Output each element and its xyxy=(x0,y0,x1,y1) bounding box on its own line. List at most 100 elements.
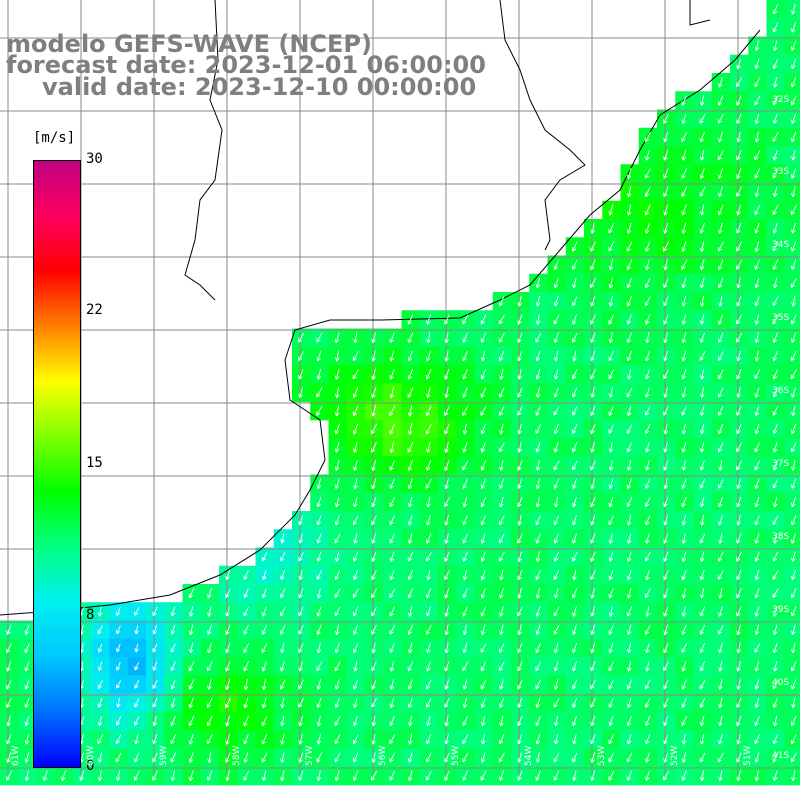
wind-arrow xyxy=(572,314,578,325)
wind-arrow xyxy=(736,131,741,143)
wind-arrow xyxy=(553,350,559,362)
wind-arrow xyxy=(772,332,778,343)
wind-arrow xyxy=(681,241,687,252)
wind-arrow xyxy=(462,332,468,343)
wind-arrow xyxy=(626,167,632,179)
wind-arrow xyxy=(791,222,796,234)
wind-arrow xyxy=(699,222,705,234)
wind-arrow xyxy=(717,277,724,289)
wind-cell xyxy=(784,219,800,238)
wind-arrow xyxy=(663,149,669,161)
wind-arrow xyxy=(681,204,687,216)
wind-arrow xyxy=(535,350,541,362)
wind-arrow xyxy=(681,332,687,344)
colorbar-tick-8: 8 xyxy=(86,607,95,623)
lat-label-37s: 37S xyxy=(772,459,790,469)
wind-arrow xyxy=(572,350,577,362)
wind-arrow xyxy=(717,241,724,252)
wind-arrow xyxy=(626,241,633,252)
wind-arrow xyxy=(663,222,669,234)
wind-arrow xyxy=(681,168,688,179)
wind-arrow xyxy=(590,277,597,288)
wind-arrow xyxy=(590,241,596,252)
wind-arrow xyxy=(389,332,395,343)
wind-arrow xyxy=(626,332,632,343)
wind-arrow xyxy=(791,58,797,70)
wind-arrow xyxy=(681,295,687,307)
wind-arrow xyxy=(590,314,596,325)
wind-arrow xyxy=(717,113,724,124)
wind-arrow xyxy=(298,350,305,361)
wind-cell xyxy=(784,383,800,403)
wind-arrow xyxy=(553,332,559,343)
wind-arrow xyxy=(663,296,669,307)
wind-arrow xyxy=(790,131,797,143)
wind-arrow xyxy=(608,332,614,344)
wind-arrow xyxy=(736,113,742,124)
wind-arrow xyxy=(718,314,724,325)
wind-arrow xyxy=(499,350,505,361)
wind-arrow xyxy=(699,332,705,343)
wind-arrow xyxy=(717,259,724,270)
wind-arrow xyxy=(644,168,651,179)
wind-arrow xyxy=(736,277,741,289)
wind-arrow xyxy=(352,350,359,361)
wind-cell xyxy=(784,127,800,147)
wind-arrow xyxy=(681,314,687,325)
lon-label-57w: 57W xyxy=(305,745,315,766)
wind-arrow xyxy=(480,332,487,343)
wind-cell xyxy=(784,0,800,19)
wind-arrow xyxy=(681,222,687,234)
wind-arrow xyxy=(736,223,742,234)
wind-arrow xyxy=(644,296,651,307)
colorbar xyxy=(33,160,81,768)
wind-arrow xyxy=(535,332,542,343)
lon-label-56w: 56W xyxy=(378,745,388,766)
wind-cell xyxy=(784,456,800,476)
wind-arrow xyxy=(426,332,431,344)
wind-arrow xyxy=(626,222,632,234)
wind-arrow xyxy=(444,332,450,344)
wind-arrow xyxy=(517,332,523,343)
wind-arrow xyxy=(626,277,633,289)
wind-arrow xyxy=(754,58,760,70)
wind-cell xyxy=(784,255,800,275)
wind-arrow xyxy=(480,314,487,325)
wind-arrow xyxy=(754,350,760,362)
wind-cell xyxy=(784,620,800,640)
wind-arrow xyxy=(571,296,578,307)
wind-arrow xyxy=(663,314,669,325)
wind-arrow xyxy=(517,314,523,325)
wind-arrow xyxy=(718,186,723,198)
wind-cell xyxy=(784,675,800,695)
coastline-path xyxy=(0,29,761,616)
wind-cell xyxy=(784,73,800,92)
wind-arrow xyxy=(772,241,779,252)
wind-arrow xyxy=(736,350,741,362)
wind-arrow xyxy=(553,277,559,289)
wind-arrow xyxy=(699,259,705,271)
wind-arrow xyxy=(717,95,724,106)
wind-arrow xyxy=(699,314,705,325)
lat-label-36s: 36S xyxy=(772,386,790,396)
wind-arrow xyxy=(626,350,633,362)
wind-arrow xyxy=(718,76,723,88)
wind-arrow xyxy=(608,204,614,216)
wind-arrow xyxy=(480,350,486,362)
wind-arrow xyxy=(772,296,779,307)
wind-arrow xyxy=(608,350,614,361)
wind-arrow xyxy=(553,296,559,307)
wind-arrow xyxy=(754,222,760,234)
wind-arrow xyxy=(772,314,779,325)
wind-arrow xyxy=(663,259,668,271)
wind-arrow xyxy=(626,314,632,325)
wind-arrow xyxy=(718,295,723,307)
wind-arrow xyxy=(791,3,796,15)
wind-arrow xyxy=(790,77,797,88)
wind-arrow xyxy=(644,204,651,216)
wind-arrow xyxy=(681,149,687,161)
coastline xyxy=(0,0,761,616)
wind-arrow xyxy=(754,332,760,344)
wind-cell xyxy=(784,54,800,74)
